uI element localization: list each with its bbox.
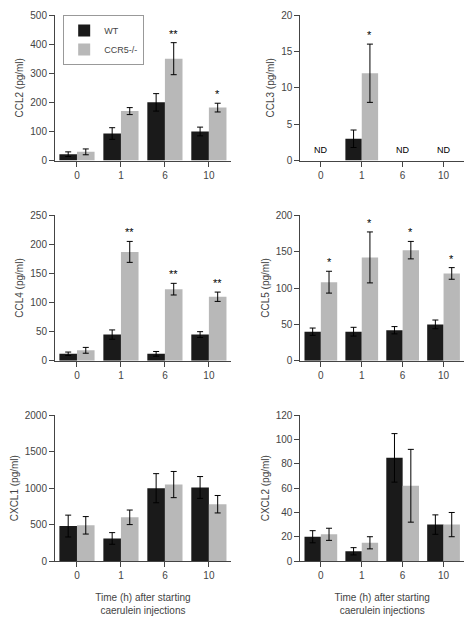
svg-text:15: 15	[281, 46, 293, 57]
svg-text:10: 10	[203, 570, 215, 581]
svg-text:CXCL1 (pg/ml): CXCL1 (pg/ml)	[9, 455, 20, 521]
svg-text:0: 0	[41, 155, 47, 166]
svg-text:50: 50	[36, 326, 48, 337]
svg-text:CCL3 (pg/ml): CCL3 (pg/ml)	[265, 58, 276, 117]
svg-text:200: 200	[276, 210, 293, 221]
svg-text:5: 5	[287, 119, 293, 130]
svg-text:500: 500	[30, 519, 47, 530]
svg-text:10: 10	[203, 370, 215, 381]
svg-text:80: 80	[281, 458, 293, 469]
svg-text:0: 0	[41, 355, 47, 366]
svg-text:*: *	[367, 217, 372, 229]
svg-text:1: 1	[118, 570, 124, 581]
svg-text:200: 200	[30, 97, 47, 108]
svg-text:Time (h) after startingcaerule: Time (h) after startingcaerulein injecti…	[95, 592, 190, 616]
svg-text:ND: ND	[314, 145, 327, 155]
svg-text:100: 100	[30, 297, 47, 308]
svg-text:1: 1	[118, 170, 124, 181]
svg-text:200: 200	[30, 239, 47, 250]
svg-text:CXCL2 (pg/ml): CXCL2 (pg/ml)	[260, 455, 271, 521]
svg-text:ND: ND	[437, 145, 450, 155]
svg-text:6: 6	[162, 570, 168, 581]
svg-text:*: *	[408, 226, 413, 238]
svg-text:2000: 2000	[25, 410, 48, 421]
svg-text:400: 400	[30, 39, 47, 50]
svg-text:120: 120	[276, 410, 293, 421]
svg-text:1500: 1500	[25, 446, 48, 457]
svg-text:**: **	[125, 226, 134, 238]
svg-text:**: **	[169, 268, 178, 280]
svg-text:10: 10	[203, 170, 215, 181]
svg-text:0: 0	[74, 370, 80, 381]
svg-text:100: 100	[30, 126, 47, 137]
svg-text:*: *	[367, 29, 372, 41]
svg-text:60: 60	[281, 483, 293, 494]
svg-text:6: 6	[400, 370, 406, 381]
svg-text:CCR5-/-: CCR5-/-	[104, 45, 137, 55]
svg-text:0: 0	[41, 556, 47, 567]
svg-text:10: 10	[281, 82, 293, 93]
svg-text:1: 1	[359, 570, 365, 581]
svg-text:6: 6	[162, 170, 168, 181]
svg-text:100: 100	[276, 283, 293, 294]
svg-text:0: 0	[74, 170, 80, 181]
svg-text:1: 1	[359, 370, 365, 381]
svg-text:50: 50	[281, 319, 293, 330]
svg-text:300: 300	[30, 68, 47, 79]
svg-text:1: 1	[118, 370, 124, 381]
svg-text:0: 0	[318, 370, 324, 381]
svg-text:1: 1	[359, 170, 365, 181]
svg-text:20: 20	[281, 531, 293, 542]
svg-text:ND: ND	[396, 145, 409, 155]
svg-text:6: 6	[400, 170, 406, 181]
svg-text:*: *	[215, 88, 220, 100]
svg-text:6: 6	[400, 570, 406, 581]
svg-text:Time (h) after startingcaerule: Time (h) after startingcaerulein injecti…	[335, 592, 430, 616]
svg-text:0: 0	[287, 155, 293, 166]
svg-text:0: 0	[74, 570, 80, 581]
svg-text:CCL5 (pg/ml): CCL5 (pg/ml)	[260, 258, 271, 317]
svg-text:0: 0	[287, 355, 293, 366]
svg-text:*: *	[327, 256, 332, 268]
svg-text:10: 10	[438, 570, 450, 581]
svg-text:*: *	[449, 253, 454, 265]
svg-text:CCL2 (pg/ml): CCL2 (pg/ml)	[14, 58, 25, 117]
svg-text:100: 100	[276, 434, 293, 445]
svg-text:10: 10	[438, 370, 450, 381]
svg-text:150: 150	[276, 246, 293, 257]
svg-text:WT: WT	[104, 26, 118, 36]
svg-text:6: 6	[162, 370, 168, 381]
svg-text:500: 500	[30, 10, 47, 21]
svg-text:150: 150	[30, 268, 47, 279]
svg-text:10: 10	[438, 170, 450, 181]
svg-text:**: **	[169, 28, 178, 40]
svg-text:**: **	[213, 277, 222, 289]
svg-text:0: 0	[287, 556, 293, 567]
svg-text:40: 40	[281, 507, 293, 518]
svg-text:20: 20	[281, 10, 293, 21]
svg-text:CCL4 (pg/ml): CCL4 (pg/ml)	[14, 258, 25, 317]
svg-text:0: 0	[318, 570, 324, 581]
svg-text:250: 250	[30, 210, 47, 221]
svg-text:0: 0	[318, 170, 324, 181]
svg-text:1000: 1000	[25, 483, 48, 494]
